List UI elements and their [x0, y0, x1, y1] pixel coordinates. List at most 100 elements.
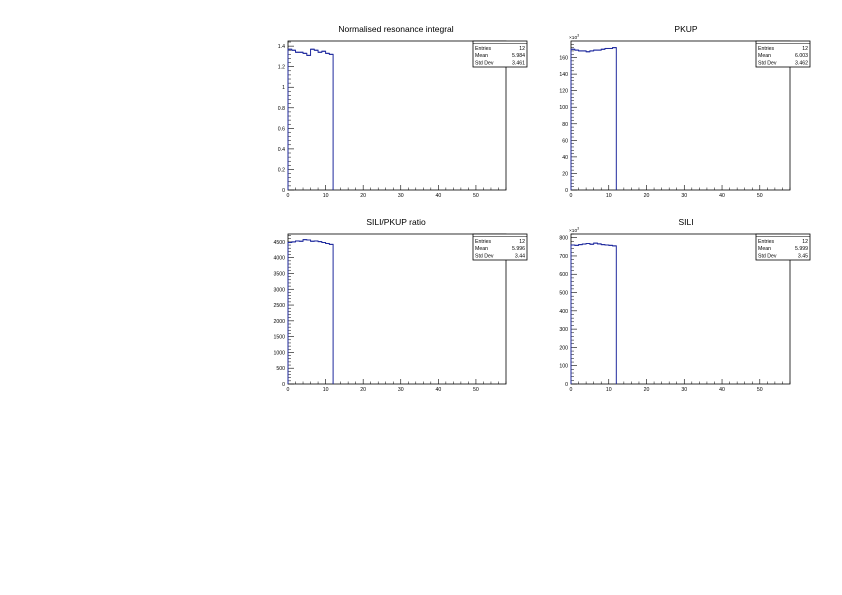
y-tick-label: 400 — [559, 309, 568, 315]
y-tick-label: 0.6 — [278, 126, 285, 132]
y-tick-label: 100 — [559, 105, 568, 111]
y-tick-label: 120 — [559, 89, 568, 95]
histogram-panel-1: Normalised resonance integral 0 0.2 0.4 0.6 0… — [278, 24, 528, 199]
x-tick-label: 40 — [435, 193, 441, 199]
stats-label: Mean — [758, 246, 771, 252]
stats-label: Entries — [758, 239, 775, 245]
x-tick-label: 0 — [570, 387, 573, 393]
y-tick-label: 1.2 — [278, 65, 285, 71]
y-tick-label: 160 — [559, 56, 568, 62]
stats-value: 6.003 — [795, 53, 808, 59]
stats-label: Entries — [758, 46, 775, 52]
plot-title: PKUP — [674, 24, 697, 34]
x-tick-label: 30 — [398, 193, 404, 199]
y-tick-label: 0.4 — [278, 147, 285, 153]
stats-value: 3.45 — [798, 253, 808, 259]
stats-value: 3.462 — [795, 60, 808, 66]
x-tick-label: 20 — [360, 193, 366, 199]
stats-label: Entries — [475, 46, 492, 52]
x-tick-label: 40 — [719, 193, 725, 199]
stats-label: Std Dev — [475, 253, 494, 259]
y-tick-label: 100 — [559, 364, 568, 370]
stats-value: 5.996 — [512, 246, 525, 252]
plot-title: SILI — [678, 217, 693, 227]
y-tick-label: 0 — [565, 188, 568, 194]
y-tick-label: 80 — [562, 122, 568, 128]
stats-label: Mean — [475, 53, 488, 59]
stats-value: 12 — [802, 239, 808, 245]
stats-box: Entries 12 Mean 5.999 Std Dev 3.45 — [755, 233, 811, 261]
stats-value: 5.984 — [512, 53, 525, 59]
y-tick-label: 0 — [282, 382, 285, 388]
y-tick-label: 1.4 — [278, 44, 285, 50]
y-tick-label: 800 — [559, 236, 568, 242]
y-tick-label: 0.2 — [278, 167, 285, 173]
y-tick-label: 2000 — [273, 319, 285, 325]
stats-label: Mean — [475, 246, 488, 252]
y-tick-label: 0 — [282, 188, 285, 194]
stats-label: Mean — [758, 53, 771, 59]
y-tick-label: 2500 — [273, 303, 285, 309]
x-tick-label: 30 — [681, 387, 687, 393]
y-tick-label: 40 — [562, 155, 568, 161]
y-tick-label: 60 — [562, 138, 568, 144]
x-tick-label: 30 — [681, 193, 687, 199]
histogram-panel-4: SILI 0 100 200 300 400 500 600 700 800 0 10 20 30 40 50… — [559, 217, 811, 393]
y-tick-label: 0.8 — [278, 106, 285, 112]
y-tick-label: 1500 — [273, 335, 285, 341]
stats-value: 5.999 — [795, 246, 808, 252]
x-tick-label: 20 — [644, 193, 650, 199]
x-tick-label: 10 — [606, 193, 612, 199]
x-tick-label: 50 — [757, 387, 763, 393]
y-tick-label: 300 — [559, 327, 568, 333]
y-axis-multiplier: ×103 — [569, 227, 579, 235]
y-tick-label: 200 — [559, 345, 568, 351]
y-tick-label: 20 — [562, 171, 568, 177]
y-tick-label: 3000 — [273, 287, 285, 293]
x-tick-label: 20 — [644, 387, 650, 393]
y-tick-label: 700 — [559, 254, 568, 260]
y-tick-label: 0 — [565, 382, 568, 388]
plot-title: SILI/PKUP ratio — [366, 217, 426, 227]
histogram-line — [287, 48, 334, 190]
stats-label: Entries — [475, 239, 492, 245]
y-tick-label: 1 — [282, 85, 285, 91]
y-tick-label: 1000 — [273, 350, 285, 356]
histogram-line — [570, 47, 617, 190]
stats-value: 12 — [802, 46, 808, 52]
plot-title: Normalised resonance integral — [338, 24, 453, 34]
x-tick-label: 10 — [323, 387, 329, 393]
x-tick-label: 0 — [570, 193, 573, 199]
y-tick-label: 3500 — [273, 271, 285, 277]
stats-label: Std Dev — [475, 60, 494, 66]
x-tick-label: 0 — [287, 193, 290, 199]
histogram-line — [287, 239, 334, 384]
y-tick-label: 4000 — [273, 256, 285, 262]
x-tick-label: 10 — [606, 387, 612, 393]
stats-value: 3.44 — [515, 253, 525, 259]
y-tick-label: 500 — [276, 366, 285, 372]
x-tick-label: 10 — [323, 193, 329, 199]
x-tick-label: 0 — [287, 387, 290, 393]
stats-label: Std Dev — [758, 253, 777, 259]
stats-box: Entries 12 Mean 6.003 Std Dev 3.462 — [755, 40, 811, 68]
stats-value: 12 — [519, 46, 525, 52]
x-tick-label: 30 — [398, 387, 404, 393]
y-axis-multiplier: ×103 — [569, 34, 579, 42]
y-tick-label: 4500 — [273, 240, 285, 246]
histogram-panel-3: SILI/PKUP ratio0500100015002000250030003… — [273, 217, 528, 393]
stats-value: 3.461 — [512, 60, 525, 66]
y-tick-label: 500 — [559, 291, 568, 297]
x-tick-label: 50 — [473, 193, 479, 199]
x-tick-label: 40 — [435, 387, 441, 393]
histogram-line — [570, 242, 617, 384]
histogram-panel-2: PKUP 0 20 40 60 80 100 120 140 160 0 10 20 30 40 50 ×103… — [559, 24, 811, 199]
x-tick-label: 20 — [360, 387, 366, 393]
x-tick-label: 40 — [719, 387, 725, 393]
x-tick-label: 50 — [473, 387, 479, 393]
stats-box: Entries 12 Mean 5.996 Std Dev 3.44 — [472, 233, 528, 261]
y-tick-label: 140 — [559, 72, 568, 78]
stats-value: 12 — [519, 239, 525, 245]
stats-label: Std Dev — [758, 60, 777, 66]
